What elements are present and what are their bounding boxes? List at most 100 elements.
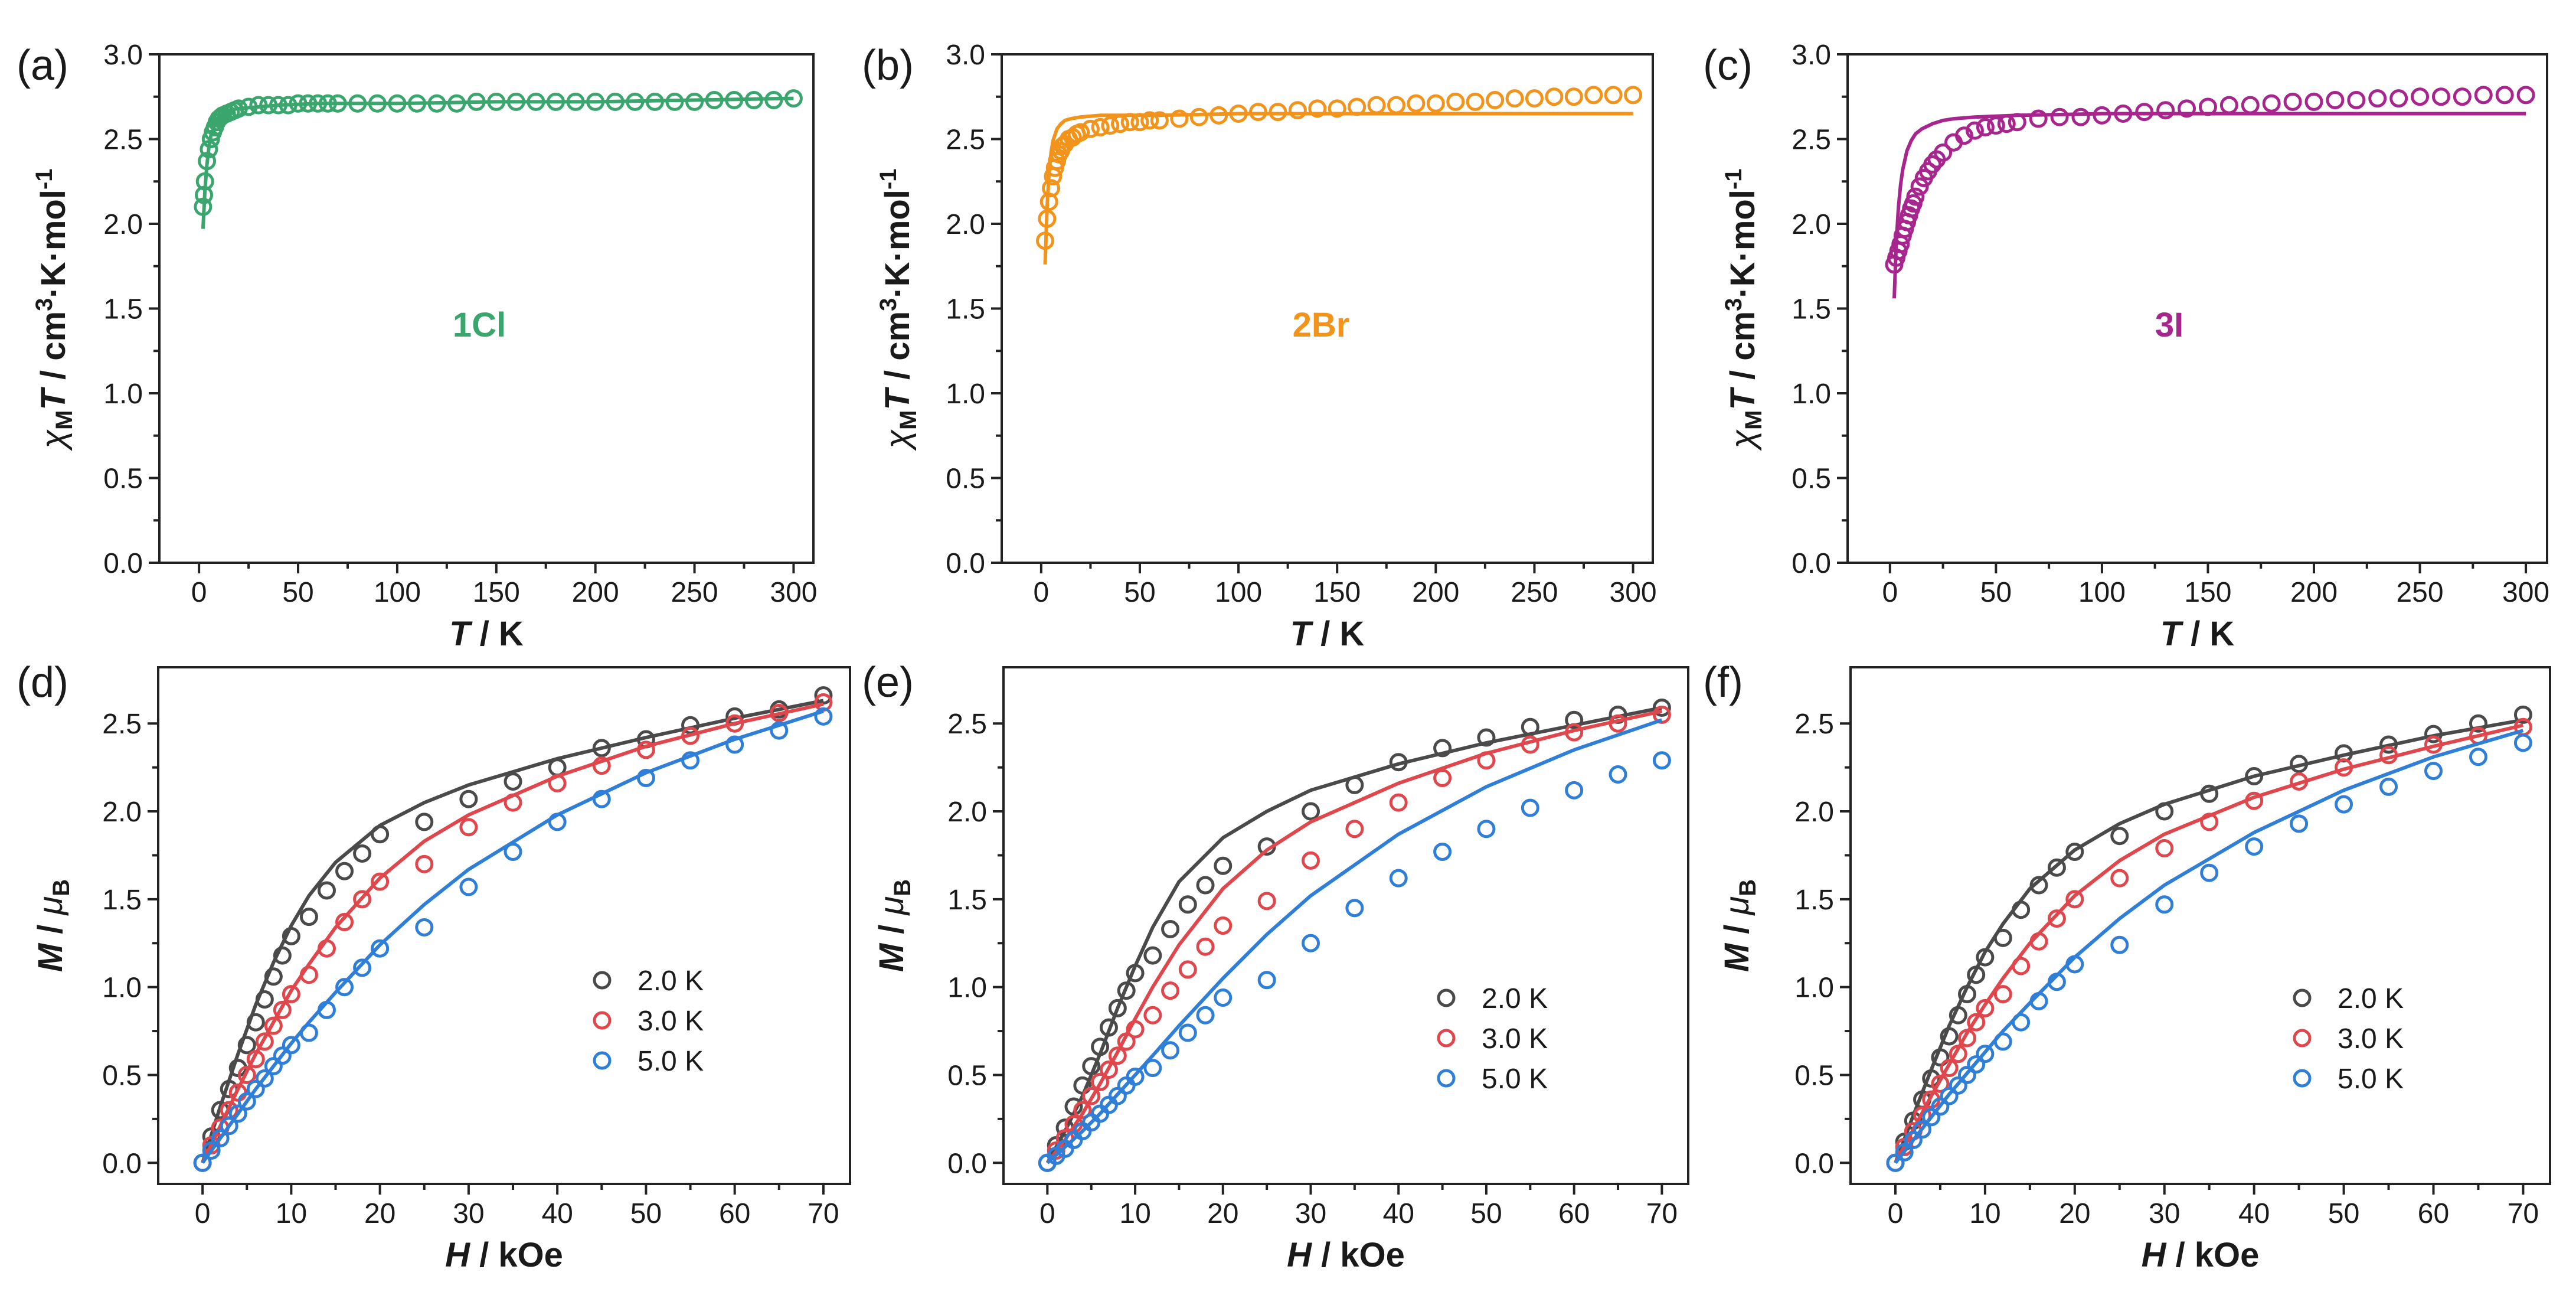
x-tick-label: 0 (1882, 577, 1898, 608)
data-point (1108, 1087, 1127, 1105)
data-point (2424, 762, 2443, 781)
data-point (1117, 981, 1136, 1000)
data-point (2469, 714, 2487, 733)
y-axis-title: M / μB (872, 879, 916, 972)
data-point (1108, 1046, 1127, 1065)
data-point (459, 789, 478, 808)
data-point (2219, 96, 2238, 115)
data-point (2326, 90, 2345, 109)
data-point (1042, 179, 1061, 198)
x-tick-label: 0 (1033, 577, 1049, 608)
data-point (317, 1000, 336, 1019)
data-point (2178, 99, 2196, 118)
x-tick-label: 40 (541, 1198, 573, 1229)
data-point (1505, 89, 1524, 108)
data-point (1976, 1045, 1995, 1063)
x-axis-title: T / K (449, 615, 524, 653)
legend-marker (1437, 1069, 1456, 1088)
data-point (1178, 1023, 1197, 1042)
data-point (1073, 1076, 1092, 1095)
fit-line (1894, 718, 2523, 1164)
panel-label: (a) (17, 42, 68, 89)
data-point (246, 1013, 265, 1032)
data-point (2110, 827, 2129, 846)
data-point (548, 813, 567, 831)
data-point (1895, 1143, 1914, 1162)
panel-label: (e) (862, 659, 914, 706)
data-point (459, 877, 478, 896)
data-point (814, 707, 833, 726)
data-point (504, 793, 522, 812)
data-point (2047, 858, 2066, 877)
data-point (1091, 1072, 1110, 1091)
data-point (770, 703, 789, 722)
x-axis-title: T / K (2160, 615, 2235, 653)
x-axis-title: H / kOe (445, 1236, 563, 1274)
data-point (1949, 1006, 1967, 1025)
x-tick-label: 0 (1888, 1198, 1904, 1229)
chart-panel-a: 0 50 100 150 200 250 300 0.0 0.5 1.0 1.5 2.0 2.5 3.0 (… (17, 40, 817, 653)
data-point (1906, 187, 1925, 206)
chart-panel-e: 0 10 20 30 40 50 60 70 0.0 0.5 1.0 1.5 2.0 2.5 (e) H / … (862, 659, 1689, 1274)
data-point (1525, 89, 1544, 108)
fit-line (1892, 112, 2526, 299)
data-point (1976, 999, 1995, 1017)
compound-label: 1Cl (453, 306, 506, 344)
x-tick-label: 200 (572, 577, 619, 608)
data-point (1308, 99, 1327, 118)
data-point (2431, 87, 2450, 106)
data-point (2012, 901, 2031, 919)
legend-marker (593, 1011, 612, 1030)
data-point (1565, 781, 1584, 800)
data-point (237, 1036, 256, 1055)
data-point (371, 825, 390, 844)
y-tick-label: 1.0 (1792, 379, 1831, 410)
y-tick-label: 0.0 (102, 1148, 142, 1179)
data-point (1993, 928, 2012, 947)
data-point (1143, 1059, 1162, 1078)
legend-marker (2293, 1029, 2312, 1048)
legend-marker (1437, 988, 1456, 1007)
data-point (2047, 909, 2066, 928)
data-point (1389, 753, 1408, 772)
data-point (255, 1032, 274, 1051)
data-point (2283, 92, 2302, 111)
x-tick-label: 40 (1383, 1198, 1414, 1229)
data-point (2065, 890, 2084, 909)
x-tick-label: 50 (1980, 577, 2012, 608)
data-point (2290, 772, 2309, 791)
data-point (2065, 843, 2084, 861)
data-point (1407, 94, 1426, 113)
legend-label: 2.0 K (638, 965, 704, 997)
data-point (1967, 965, 1986, 984)
data-point (2155, 839, 2174, 858)
y-axis-title: M / μB (1718, 879, 1761, 972)
data-point (1967, 1055, 1986, 1074)
data-point (1196, 1006, 1215, 1025)
data-point (1064, 1097, 1083, 1116)
data-point (193, 1153, 212, 1172)
x-axis-title: T / K (1290, 615, 1365, 653)
data-point (636, 740, 655, 759)
y-tick-label: 1.5 (103, 294, 143, 325)
data-point (2012, 957, 2031, 975)
data-point (681, 716, 700, 735)
data-point (1189, 107, 1208, 126)
fit-line (1043, 112, 1633, 265)
y-tick-label: 2.5 (1794, 709, 1834, 740)
data-point (2029, 932, 2048, 951)
data-point (2245, 791, 2264, 810)
data-point (636, 769, 655, 787)
y-tick-label: 0.5 (102, 1060, 142, 1091)
data-point (1257, 971, 1276, 990)
compound-label: 3I (2155, 306, 2183, 344)
legend-label: 3.0 K (1482, 1023, 1548, 1055)
data-point (415, 813, 434, 831)
x-tick-label: 70 (808, 1198, 839, 1229)
data-point (1564, 87, 1583, 106)
data-point (264, 1057, 283, 1076)
chart-panel-b: 0 50 100 150 200 250 300 0.0 0.5 1.0 1.5 2.0 2.5 3.0 (… (862, 40, 1657, 653)
plot-frame (1849, 666, 2551, 1185)
y-tick-label: 0.0 (1794, 1148, 1834, 1179)
data-point (2424, 725, 2443, 743)
